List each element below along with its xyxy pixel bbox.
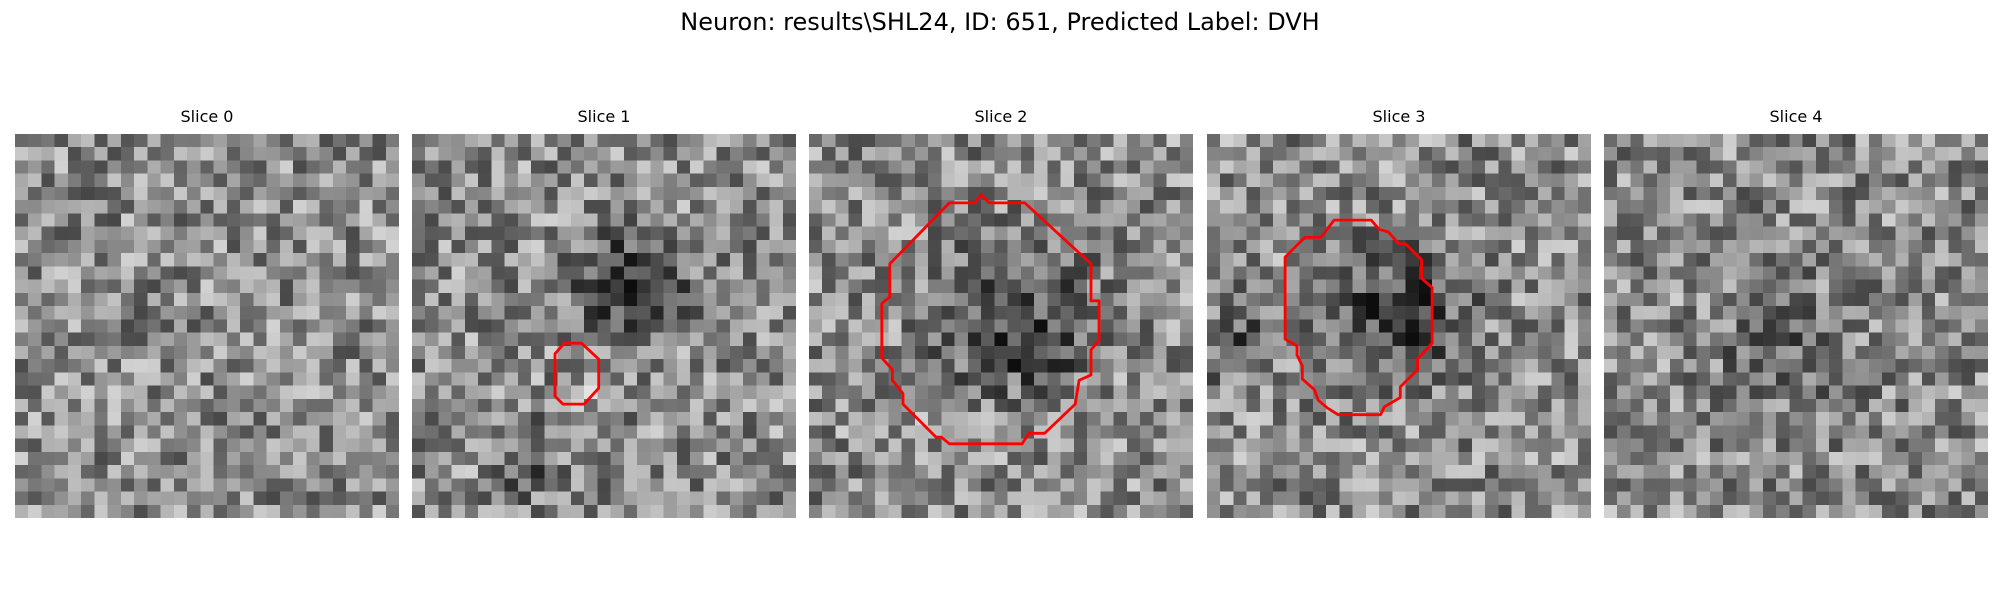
slice-image bbox=[412, 134, 796, 518]
slice-image bbox=[15, 134, 399, 518]
slice-panel-4: Slice 4 bbox=[1604, 106, 1988, 518]
slice-image bbox=[809, 134, 1193, 518]
slice-panel-1: Slice 1 bbox=[412, 106, 796, 518]
slice-panel-0: Slice 0 bbox=[15, 106, 399, 518]
slice-title: Slice 3 bbox=[1372, 107, 1426, 126]
roi-outline bbox=[1283, 218, 1434, 417]
slice-title: Slice 2 bbox=[974, 107, 1028, 126]
slice-panel-2: Slice 2 bbox=[809, 106, 1193, 518]
slice-image bbox=[1207, 134, 1591, 518]
slice-title: Slice 0 bbox=[180, 107, 234, 126]
slice-title: Slice 1 bbox=[577, 107, 631, 126]
roi-outline bbox=[553, 341, 601, 406]
roi-outline bbox=[880, 193, 1101, 446]
figure-title: Neuron: results\SHL24, ID: 651, Predicte… bbox=[680, 8, 1320, 36]
slice-panel-3: Slice 3 bbox=[1207, 106, 1591, 518]
slice-title: Slice 4 bbox=[1769, 107, 1823, 126]
slice-image bbox=[1604, 134, 1988, 518]
